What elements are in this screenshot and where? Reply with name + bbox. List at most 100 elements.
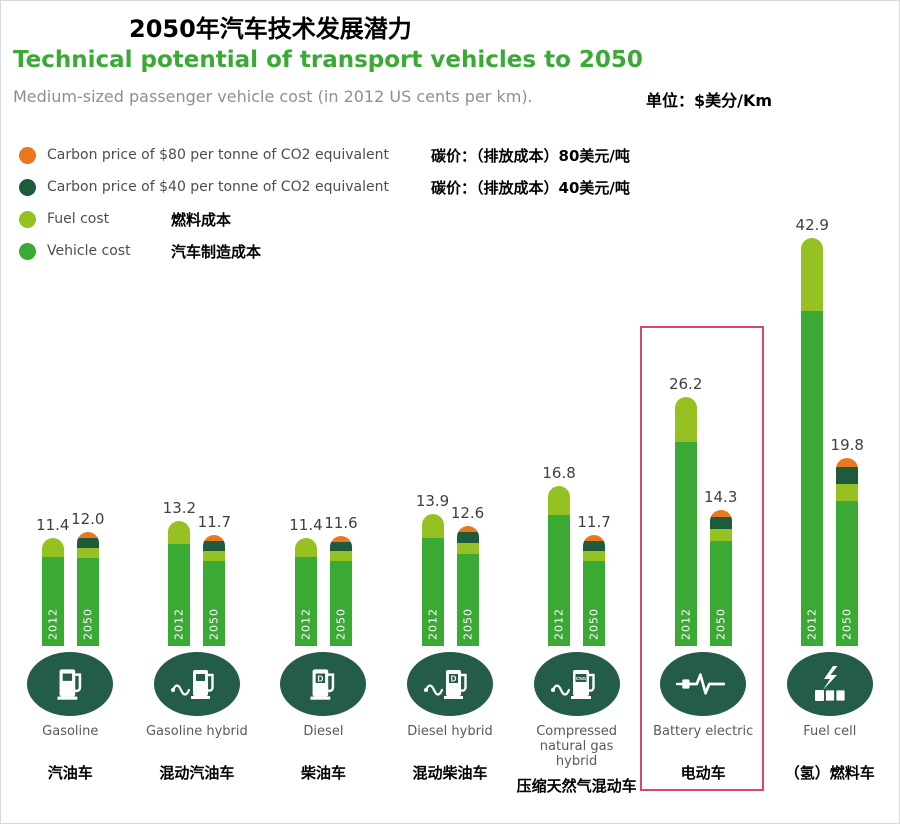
group-label-en: Diesel hybrid	[407, 724, 493, 739]
bar-year-label: 2012	[426, 608, 440, 640]
bar-pair: 16.8 2012 11.7 2050	[542, 206, 612, 646]
bar-2050: 12.6 2050	[450, 504, 485, 646]
bar-segment-fuel	[801, 238, 824, 312]
legend-row: Carbon price of $80 per tonne of CO2 equ…	[19, 139, 889, 171]
bar-2050: 11.7 2050	[197, 513, 232, 646]
bar-segment-vehicle	[801, 311, 824, 646]
page-title-en: Technical potential of transport vehicle…	[13, 47, 643, 73]
chart: 11.4 2012 12.0 2050 Gasoline 汽油车 13.2 2012 11.7 2…	[1, 206, 899, 819]
bar-pair: 11.4 2012 11.6 2050	[288, 206, 358, 646]
group-label-zh: 混动汽油车	[159, 764, 235, 782]
svg-text:D: D	[451, 675, 457, 684]
bar-2012: 13.9 2012	[415, 492, 450, 646]
bar-2012: 42.9 2012	[795, 216, 830, 646]
legend-label-en: Carbon price of $40 per tonne of CO2 equ…	[47, 179, 389, 195]
legend: Carbon price of $80 per tonne of CO2 equ…	[19, 139, 889, 267]
fuel-pump-icon	[27, 652, 114, 716]
stacked-bar: 2050	[456, 526, 479, 646]
bar-2050: 19.8 2050	[830, 436, 865, 646]
legend-row: Vehicle cost 汽车制造成本	[19, 235, 889, 267]
bar-year-label: 2050	[587, 608, 601, 640]
bar-2050: 11.6 2050	[323, 514, 358, 646]
bar-value-label: 12.6	[450, 504, 485, 522]
bar-segment-fuel	[836, 484, 859, 502]
bar-segment-fuel	[421, 514, 444, 538]
bar-value-label: 11.4	[36, 516, 70, 534]
plug-pulse-icon	[660, 652, 747, 716]
bar-2050: 11.7 2050	[577, 513, 612, 646]
bar-year-label: 2012	[46, 608, 60, 640]
chart-group: 13.9 2012 12.6 2050 D Diesel hybrid 混动柴油车	[387, 206, 514, 819]
stacked-bar: 2050	[583, 535, 606, 646]
svg-text:D: D	[318, 673, 324, 683]
bar-year-label: 2050	[461, 608, 475, 640]
bar-pair: 42.9 2012 19.8 2050	[795, 206, 865, 646]
stacked-bar: 2050	[709, 510, 732, 646]
bar-year-label: 2012	[172, 608, 186, 640]
legend-label-zh: 碳价：（排放成本）40美元/吨	[431, 178, 630, 197]
group-label-zh: 电动车	[680, 764, 726, 782]
bar-year-label: 2050	[714, 608, 728, 640]
bar-year-label: 2012	[299, 608, 313, 640]
legend-color-dot	[19, 146, 36, 164]
chart-group: 26.2 2012 14.3 2050 Battery electric 电动车	[639, 206, 767, 819]
bar-segment-vehicle	[583, 560, 606, 646]
bar-segment-vehicle	[836, 501, 859, 646]
legend-label-en: Fuel cost	[47, 211, 110, 227]
stacked-bar: 2012	[421, 514, 444, 646]
stacked-bar: 2050	[329, 536, 352, 646]
stacked-bar: 2012	[168, 521, 191, 646]
bar-segment-fuel	[203, 550, 226, 561]
legend-label-zh: 汽车制造成本	[171, 242, 262, 261]
stacked-bar: 2050	[836, 458, 859, 646]
bar-2012: 13.2 2012	[162, 499, 197, 646]
chart-groups: 11.4 2012 12.0 2050 Gasoline 汽油车 13.2 2012 11.7 2…	[1, 206, 899, 819]
bar-year-label: 2050	[334, 608, 348, 640]
bar-year-label: 2050	[81, 608, 95, 640]
bar-value-label: 16.8	[542, 464, 576, 482]
bar-segment-fuel	[168, 521, 191, 544]
bar-segment-vehicle	[329, 561, 352, 646]
bar-segment-fuel	[548, 486, 571, 515]
hybrid-fuel-pump-icon	[153, 652, 240, 716]
bar-year-label: 2012	[552, 608, 566, 640]
bar-segment-carbon80	[76, 532, 99, 538]
bar-segment-carbon40	[203, 540, 226, 551]
bar-value-label: 11.7	[577, 513, 611, 531]
stacked-bar: 2012	[41, 538, 64, 646]
bar-year-label: 2050	[840, 608, 854, 640]
stacked-bar: 2050	[76, 532, 99, 646]
bar-segment-carbon80	[456, 526, 479, 532]
hydrogen-fuel-cell-icon	[786, 652, 873, 716]
bar-segment-carbon80	[329, 536, 352, 542]
bar-pair: 11.4 2012 12.0 2050	[35, 206, 105, 646]
page-title-zh: 2050年汽车技术发展潜力	[129, 15, 412, 43]
bar-2050: 12.0 2050	[70, 510, 105, 646]
bar-segment-vehicle	[294, 557, 317, 646]
bar-segment-vehicle	[421, 537, 444, 646]
group-label-en: Compressed natural gas hybrid	[536, 724, 617, 769]
chart-group: 11.4 2012 11.6 2050 D Diesel 柴油车	[260, 206, 387, 819]
bar-value-label: 12.0	[71, 510, 105, 528]
legend-color-dot	[19, 242, 36, 260]
bar-pair: 13.2 2012 11.7 2050	[162, 206, 232, 646]
bar-2012: 11.4 2012	[288, 516, 323, 646]
legend-label-zh: 燃料成本	[171, 210, 232, 229]
chart-group: 13.2 2012 11.7 2050 Gasoline hybrid 混动汽油车	[134, 206, 261, 819]
group-label-en: Fuel cell	[803, 724, 857, 739]
chart-group: 16.8 2012 11.7 2050 CNG Compressed natural ga…	[513, 206, 640, 819]
chart-group: 11.4 2012 12.0 2050 Gasoline 汽油车	[7, 206, 134, 819]
bar-year-label: 2012	[805, 608, 819, 640]
group-label-en: Gasoline hybrid	[145, 724, 248, 739]
bar-segment-fuel	[456, 542, 479, 554]
legend-label-en: Vehicle cost	[47, 243, 131, 259]
bar-pair: 13.9 2012 12.6 2050	[415, 206, 485, 646]
legend-row: Fuel cost 燃料成本	[19, 203, 889, 235]
stacked-bar: 2012	[548, 486, 571, 646]
bar-2012: 11.4 2012	[35, 516, 70, 646]
group-label-zh: 柴油车	[300, 764, 346, 782]
bar-value-label: 11.7	[197, 513, 232, 531]
bar-2012: 16.8 2012	[542, 464, 577, 646]
group-label-en: Diesel	[303, 724, 344, 739]
